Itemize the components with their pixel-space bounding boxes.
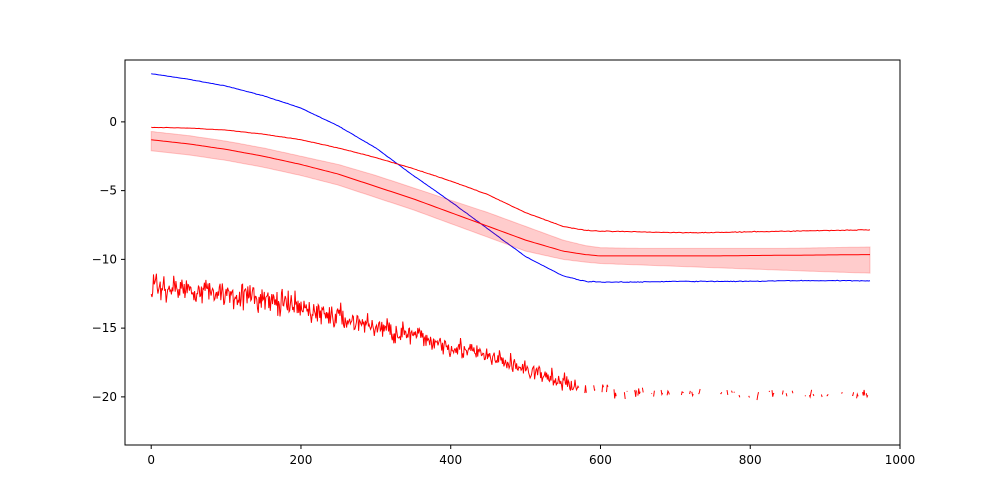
y-tick-label: −20 xyxy=(92,390,117,404)
x-tick-label: 200 xyxy=(290,453,313,467)
confidence-band xyxy=(150,130,871,274)
y-tick-label: 0 xyxy=(109,115,117,129)
mean-line xyxy=(151,139,870,257)
y-axis: 0 −5 −10 −15 −20 xyxy=(92,115,125,404)
x-tick-label: 400 xyxy=(439,453,462,467)
red-upper-series-line xyxy=(151,126,871,234)
y-tick-label: −10 xyxy=(92,252,117,266)
x-tick-label: 0 xyxy=(147,453,155,467)
plot-area xyxy=(150,73,871,400)
y-tick-label: −15 xyxy=(92,321,117,335)
x-tick-label: 800 xyxy=(739,453,762,467)
y-tick-label: −5 xyxy=(99,184,117,198)
x-tick-label: 600 xyxy=(589,453,612,467)
blue-series-line xyxy=(151,73,871,283)
axes-frame xyxy=(124,59,901,446)
x-tick-label: 1000 xyxy=(885,453,916,467)
x-axis: 0 200 400 600 800 1000 xyxy=(147,445,915,467)
